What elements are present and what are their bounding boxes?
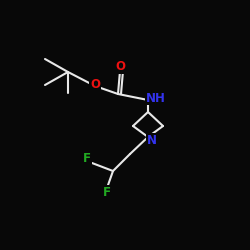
Text: O: O [90,78,100,90]
Text: F: F [103,186,111,198]
Text: F: F [83,152,91,166]
Text: N: N [147,134,157,146]
Text: O: O [115,60,125,74]
Text: NH: NH [146,92,166,104]
